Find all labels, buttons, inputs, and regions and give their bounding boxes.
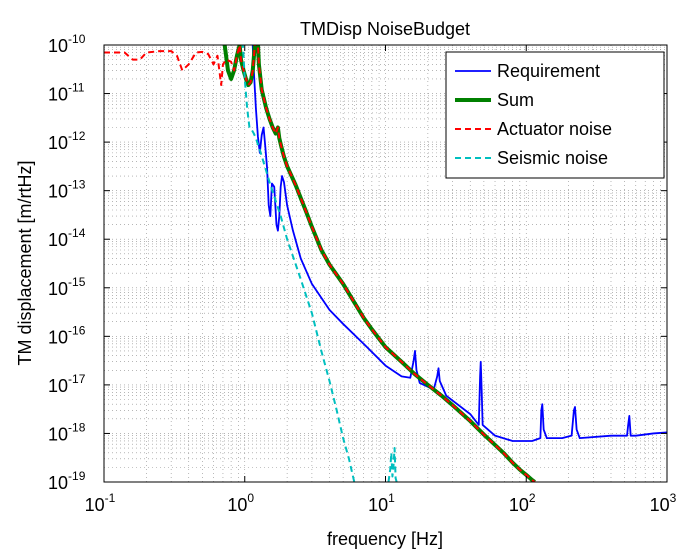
- x-tick-label: 101: [368, 491, 395, 515]
- y-axis-label: TM displacement [m/rtHz]: [15, 160, 35, 365]
- legend-label: Seismic noise: [497, 148, 608, 168]
- x-tick-label: 103: [650, 491, 677, 515]
- x-tick-label: 10-1: [85, 491, 116, 515]
- legend-label: Actuator noise: [497, 119, 612, 139]
- y-tick-label: 10-14: [48, 226, 86, 250]
- y-tick-label: 10-15: [48, 275, 86, 299]
- legend-label: Sum: [497, 90, 534, 110]
- y-tick-label: 10-17: [48, 372, 86, 396]
- y-tick-label: 10-12: [48, 129, 86, 153]
- y-tick-label: 10-11: [48, 81, 85, 105]
- chart-title: TMDisp NoiseBudget: [300, 19, 470, 39]
- x-axis-label: frequency [Hz]: [327, 529, 443, 549]
- y-tick-label: 10-13: [48, 178, 86, 202]
- series-line-seismic-noise: [242, 22, 397, 482]
- x-tick-label: 102: [509, 491, 536, 515]
- y-tick-label: 10-19: [48, 469, 86, 493]
- legend-label: Requirement: [497, 61, 600, 81]
- y-tick-label: 10-16: [48, 323, 86, 347]
- x-tick-label: 100: [227, 491, 254, 515]
- y-tick-label: 10-10: [48, 32, 86, 56]
- y-tick-label: 10-18: [48, 420, 86, 444]
- legend: Requirement Sum Actuator noise Seismic nois…: [446, 52, 664, 178]
